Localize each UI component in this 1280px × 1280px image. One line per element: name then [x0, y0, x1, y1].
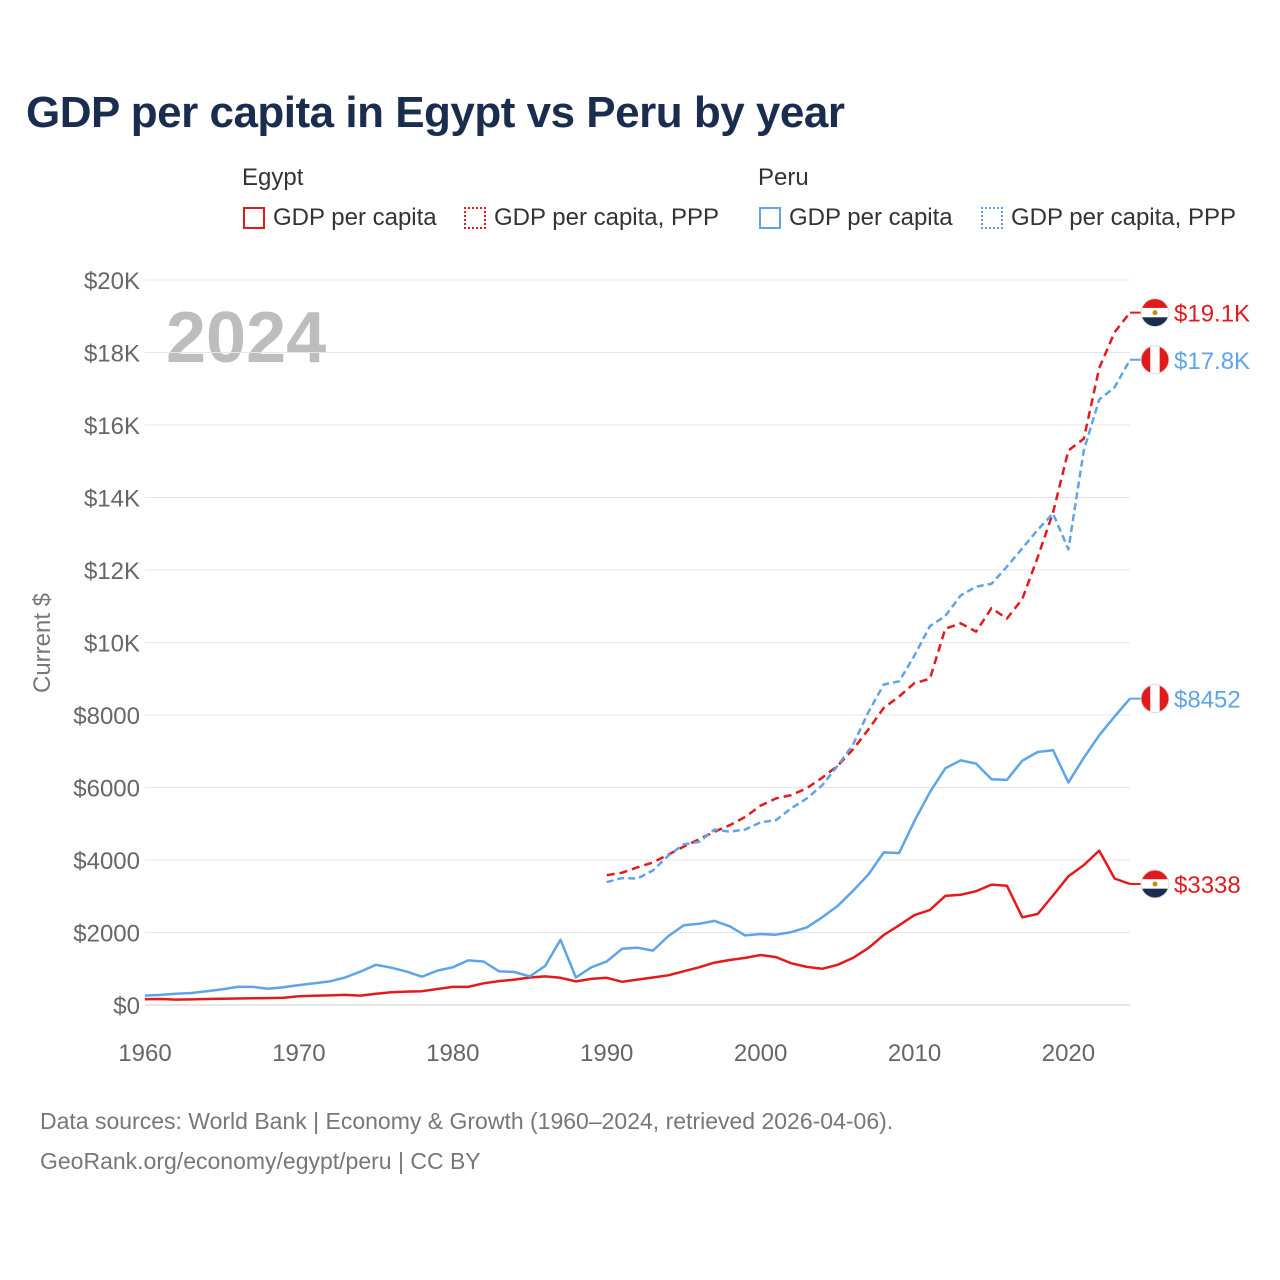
end-value-label: $19.1K — [1174, 301, 1250, 328]
x-tick-label: 2020 — [1042, 1040, 1095, 1067]
y-tick-label: $6000 — [73, 776, 140, 803]
legend-label: GDP per capita — [273, 204, 437, 231]
y-axis-label: Current $ — [29, 593, 56, 693]
y-tick-label: $12K — [84, 558, 140, 585]
footer-credit: GeoRank.org/economy/egypt/peru | CC BY — [40, 1148, 481, 1174]
series-line — [606, 311, 1131, 877]
legend-group-peru: Peru — [758, 164, 809, 191]
y-tick-label: $16K — [84, 413, 140, 440]
legend-swatch-dotted-peru — [981, 207, 1003, 229]
legend-item-egypt-gdp-ppp[interactable]: GDP per capita, PPP — [464, 204, 719, 232]
egypt-flag-icon — [1140, 869, 1170, 899]
y-tick-label: $8000 — [73, 703, 140, 730]
x-tick-label: 1980 — [426, 1040, 479, 1067]
legend-swatch-dotted-egypt — [464, 207, 486, 229]
legend-label: GDP per capita, PPP — [494, 204, 719, 231]
egypt-flag-icon — [1140, 298, 1170, 328]
series-line — [144, 697, 1131, 997]
series-line — [144, 849, 1131, 1001]
legend-swatch-solid-peru — [759, 207, 781, 229]
peru-flag-icon — [1140, 684, 1170, 714]
series-line — [606, 359, 1132, 884]
y-tick-label: $18K — [84, 341, 140, 368]
end-value-label: $17.8K — [1174, 348, 1250, 375]
y-tick-label: $10K — [84, 631, 140, 658]
footer-sources: Data sources: World Bank | Economy & Gro… — [40, 1108, 894, 1134]
legend-item-egypt-gdp[interactable]: GDP per capita — [243, 204, 437, 232]
legend-label: GDP per capita — [789, 204, 953, 231]
year-watermark: 2024 — [166, 298, 326, 378]
x-tick-label: 2010 — [888, 1040, 941, 1067]
end-value-label: $3338 — [1174, 872, 1241, 899]
x-tick-label: 1970 — [272, 1040, 325, 1067]
y-tick-label: $0 — [113, 993, 140, 1020]
x-tick-label: 2000 — [734, 1040, 787, 1067]
y-tick-label: $2000 — [73, 921, 140, 948]
legend-label: GDP per capita, PPP — [1011, 204, 1236, 231]
y-tick-label: $14K — [84, 486, 140, 513]
legend-item-peru-gdp-ppp[interactable]: GDP per capita, PPP — [981, 204, 1236, 232]
end-value-label: $8452 — [1174, 687, 1241, 714]
legend-item-peru-gdp[interactable]: GDP per capita — [759, 204, 953, 232]
legend-group-egypt: Egypt — [242, 164, 304, 191]
x-tick-label: 1990 — [580, 1040, 633, 1067]
peru-flag-icon — [1140, 345, 1170, 375]
x-tick-label: 1960 — [118, 1040, 171, 1067]
y-tick-label: $20K — [84, 268, 140, 295]
page-title: GDP per capita in Egypt vs Peru by year — [26, 88, 845, 137]
legend-swatch-solid-egypt — [243, 207, 265, 229]
y-tick-label: $4000 — [73, 848, 140, 875]
